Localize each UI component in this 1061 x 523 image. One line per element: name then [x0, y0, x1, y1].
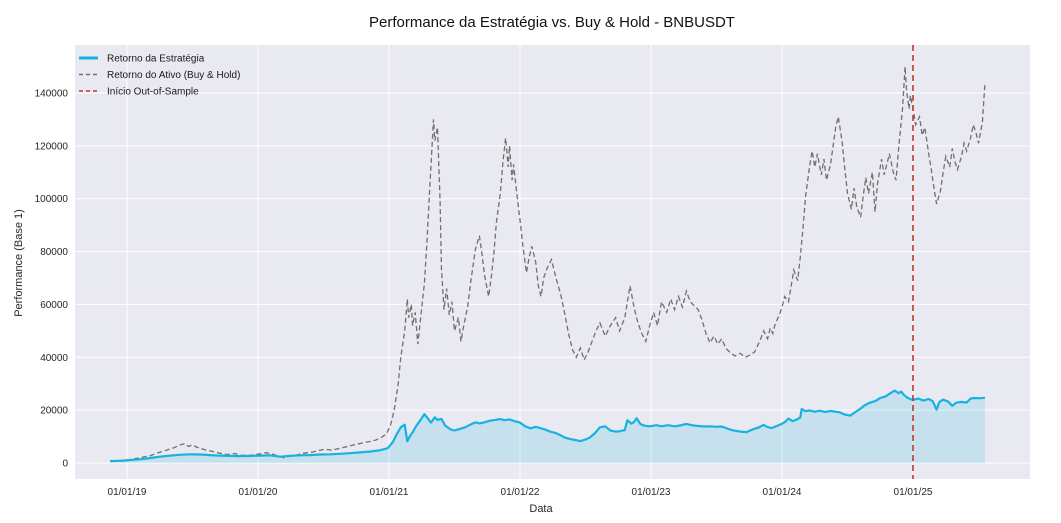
y-tick-label: 20000 [40, 406, 68, 417]
y-axis-label: Performance (Base 1) [13, 209, 25, 317]
axis-ticks: 0 20000 40000 60000 80000 100000 120000 140000 0… [35, 89, 933, 499]
y-tick-label: 140000 [35, 89, 69, 100]
x-tick-label: 01/01/24 [763, 487, 802, 498]
x-axis-label: Data [529, 503, 553, 515]
y-tick-label: 40000 [40, 353, 68, 364]
buyhold-line [109, 66, 986, 462]
y-tick-label: 120000 [35, 141, 69, 152]
legend-label: Retorno do Ativo (Buy & Hold) [107, 70, 240, 81]
x-tick-label: 01/01/19 [108, 487, 147, 498]
legend-label: Início Out-of-Sample [107, 87, 199, 98]
strategy-line [109, 389, 986, 463]
legend: Retorno da Estratégia Retorno do Ativo (B… [79, 54, 240, 98]
x-tick-label: 01/01/23 [632, 487, 671, 498]
legend-item: Retorno do Ativo (Buy & Hold) [79, 70, 240, 81]
x-tick-label: 01/01/20 [239, 487, 278, 498]
x-tick-label: 01/01/22 [501, 487, 540, 498]
y-tick-label: 0 [62, 459, 68, 470]
x-tick-label: 01/01/21 [370, 487, 409, 498]
y-tick-label: 80000 [40, 247, 68, 258]
chart-title: Performance da Estratégia vs. Buy & Hold… [369, 14, 735, 31]
series-layer [109, 45, 986, 479]
y-tick-label: 60000 [40, 300, 68, 311]
x-tick-label: 01/01/25 [894, 487, 933, 498]
strategy-area [110, 390, 985, 463]
legend-label: Retorno da Estratégia [107, 54, 205, 65]
y-tick-label: 100000 [35, 194, 69, 205]
gridlines [75, 45, 1030, 479]
legend-item: Início Out-of-Sample [79, 87, 199, 98]
plot-background [75, 45, 1030, 479]
legend-item: Retorno da Estratégia [79, 54, 205, 65]
